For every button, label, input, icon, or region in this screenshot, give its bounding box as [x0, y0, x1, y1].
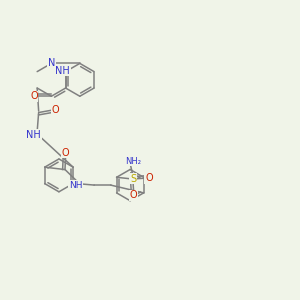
Text: NH: NH [69, 181, 82, 190]
Text: NH: NH [26, 130, 41, 140]
Text: N: N [48, 58, 55, 68]
Text: NH: NH [55, 66, 70, 76]
Text: O: O [62, 148, 69, 158]
Text: O: O [51, 105, 59, 115]
Text: NH₂: NH₂ [125, 157, 141, 166]
Text: O: O [130, 190, 137, 200]
Text: O: O [145, 173, 153, 183]
Text: O: O [30, 91, 38, 101]
Text: S: S [130, 174, 136, 184]
